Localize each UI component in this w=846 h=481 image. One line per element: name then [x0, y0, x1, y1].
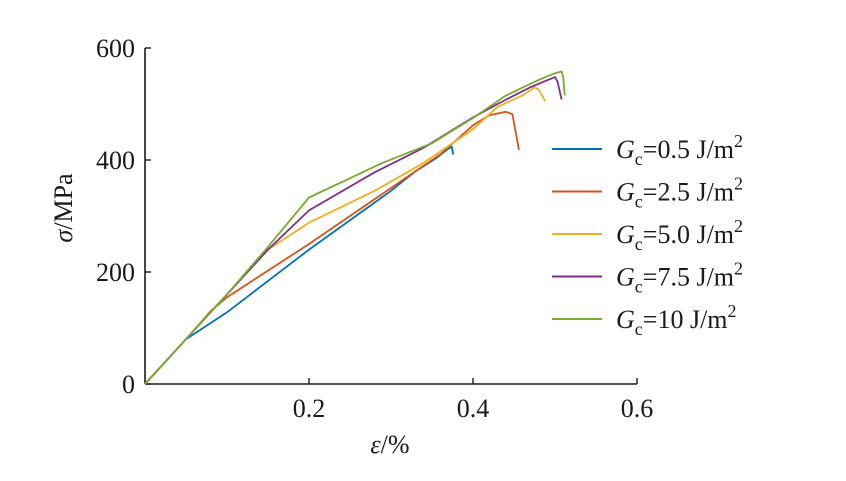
axis-labels: σ/MPa ε/%	[49, 173, 410, 459]
series-layer	[144, 70, 566, 385]
series-line-3	[144, 86, 546, 385]
y-tick-label: 0	[122, 370, 135, 399]
y-axis-symbol: σ	[49, 229, 78, 243]
legend-item-1: Gc=0.5 J/m2	[552, 131, 743, 169]
legend-sup: 2	[734, 131, 743, 151]
legend-item-4: Gc=7.5 J/m2	[552, 259, 743, 297]
legend-item-2: Gc=2.5 J/m2	[552, 174, 743, 212]
y-tick-label: 600	[96, 34, 135, 63]
legend-item-5: Gc=10 J/m2	[552, 301, 737, 339]
legend-sub: c	[635, 234, 643, 254]
legend-sub: c	[635, 319, 643, 339]
x-axis-unit: /%	[381, 430, 410, 459]
legend-label: Gc=5.0 J/m2	[616, 216, 743, 254]
legend-value: =7.5 J/m	[643, 263, 734, 292]
legend-var: G	[616, 135, 635, 164]
legend-sub: c	[635, 192, 643, 212]
legend-item-3: Gc=5.0 J/m2	[552, 216, 743, 254]
tick-labels: 0 200 400 600 0.2 0.4 0.6	[96, 34, 653, 423]
legend-value: =2.5 J/m	[643, 178, 734, 207]
legend-sup: 2	[734, 216, 743, 236]
y-tick-label: 200	[96, 258, 135, 287]
legend-sub: c	[635, 149, 643, 169]
series-line-1	[144, 145, 455, 385]
series-line-4	[144, 76, 563, 385]
legend-label: Gc=2.5 J/m2	[616, 174, 743, 212]
legend-var: G	[616, 178, 635, 207]
x-axis-label: ε/%	[370, 430, 409, 459]
series-line-5	[144, 70, 566, 385]
legend-var: G	[616, 305, 635, 334]
y-axis-unit: /MPa	[49, 173, 78, 230]
legend-value: =10 J/m	[643, 305, 728, 334]
legend-label: Gc=0.5 J/m2	[616, 131, 743, 169]
x-tick-label: 0.4	[457, 394, 490, 423]
y-axis-label: σ/MPa	[49, 173, 78, 243]
legend-var: G	[616, 263, 635, 292]
legend-sup: 2	[734, 259, 743, 279]
legend-label: Gc=7.5 J/m2	[616, 259, 743, 297]
legend-value: =5.0 J/m	[643, 220, 734, 249]
legend-var: G	[616, 220, 635, 249]
series-line-2	[144, 110, 520, 385]
x-tick-label: 0.2	[293, 394, 326, 423]
x-axis-symbol: ε	[370, 430, 381, 459]
x-tick-label: 0.6	[621, 394, 654, 423]
y-tick-label: 400	[96, 146, 135, 175]
legend-sub: c	[635, 277, 643, 297]
legend-sup: 2	[734, 174, 743, 194]
legend-label: Gc=10 J/m2	[616, 301, 737, 339]
legend-value: =0.5 J/m	[643, 135, 734, 164]
legend-sup: 2	[728, 301, 737, 321]
axes	[144, 47, 638, 385]
